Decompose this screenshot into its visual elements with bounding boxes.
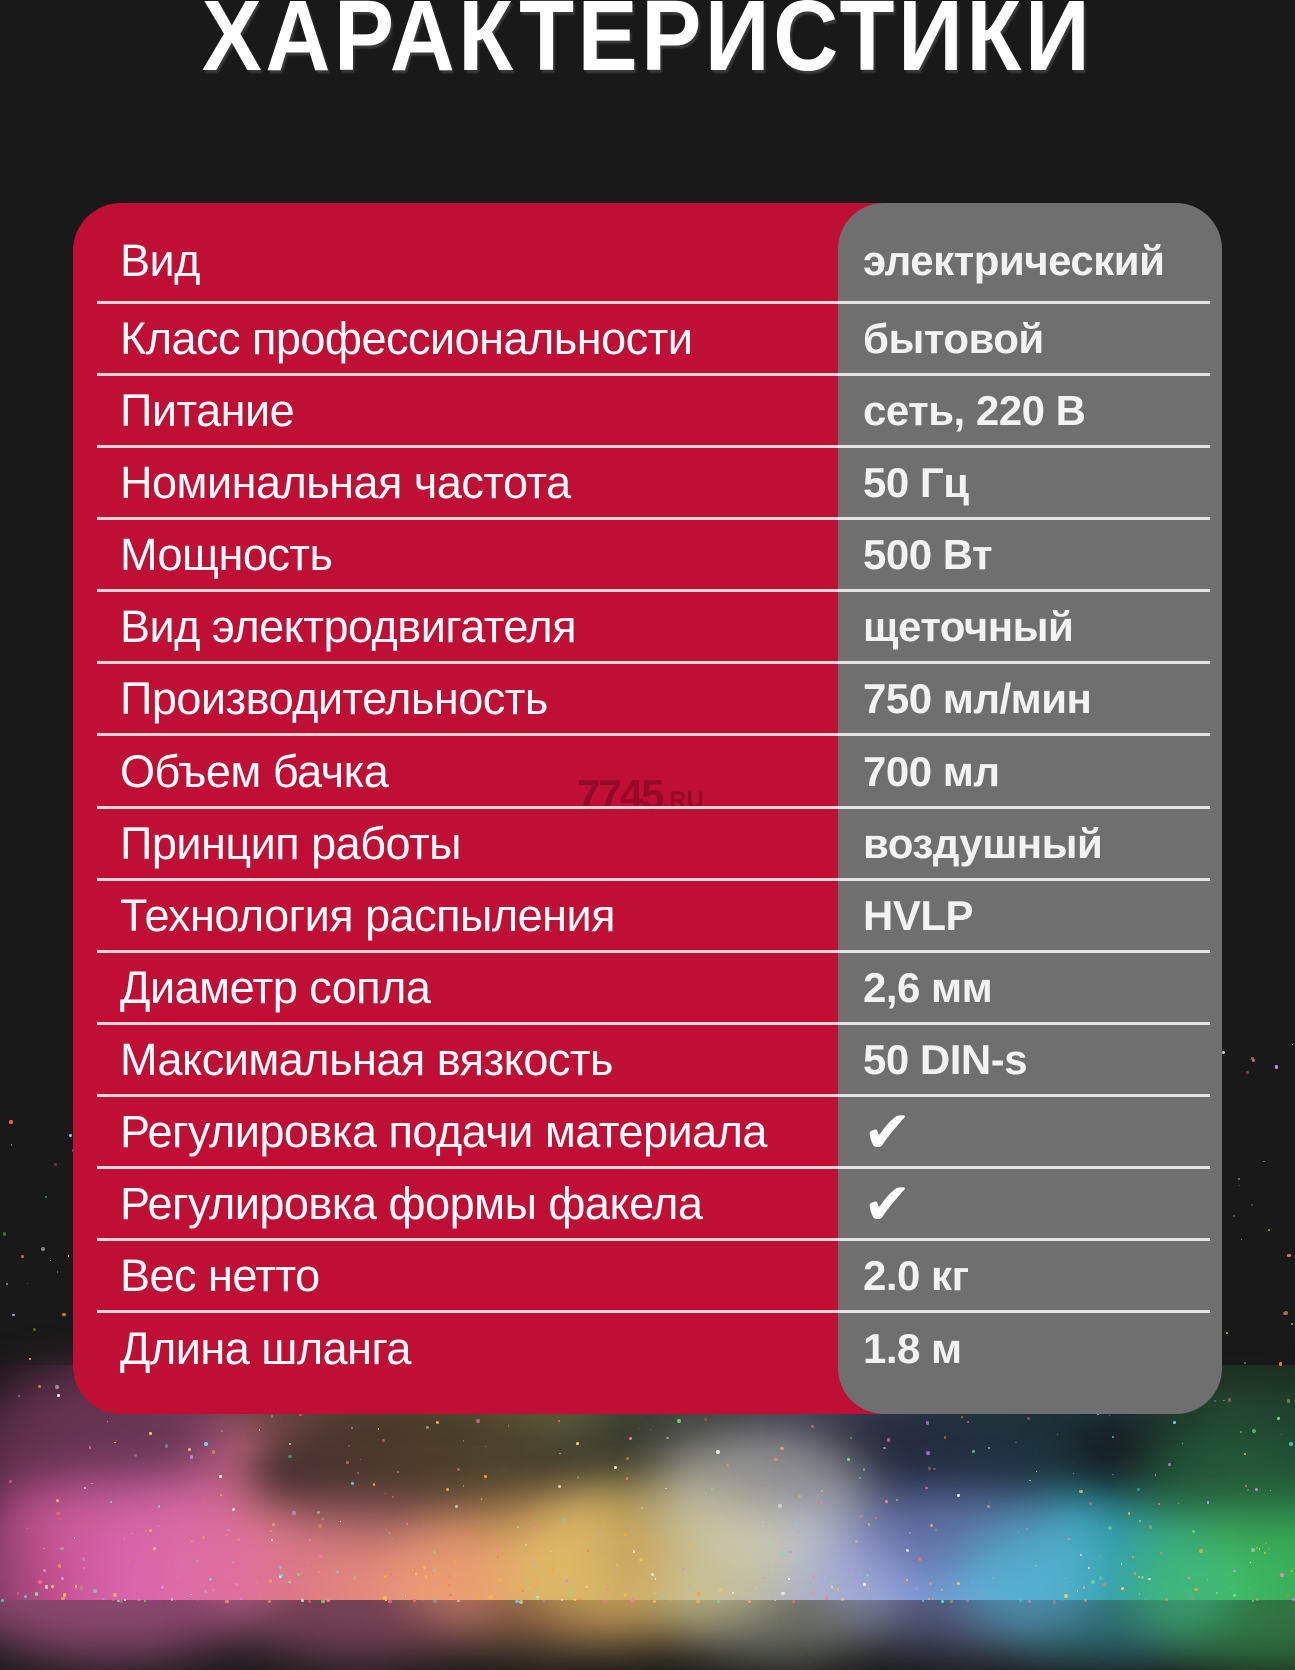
table-row: Объем бачка 700 мл bbox=[73, 735, 1222, 809]
table-row: Регулировка формы факела ✔ bbox=[73, 1168, 1222, 1242]
spec-value: электрический bbox=[863, 237, 1165, 284]
table-row: Производительность 750 мл/мин bbox=[73, 663, 1222, 737]
checkmark-icon: ✔ bbox=[863, 1169, 912, 1238]
spec-label: Мощность bbox=[120, 529, 333, 581]
table-row: Класс профессиональности бытовой bbox=[73, 303, 1222, 377]
spec-value: 2.0 кг bbox=[863, 1252, 969, 1300]
table-row: Технология распыления HVLP bbox=[73, 880, 1222, 953]
checkmark-icon: ✔ bbox=[863, 1097, 912, 1166]
spec-value: щеточный bbox=[863, 603, 1074, 651]
table-row: Принцип работы воздушный bbox=[73, 808, 1222, 881]
spec-label: Длина шланга bbox=[120, 1323, 411, 1375]
spec-label: Вид электродвигателя bbox=[120, 601, 577, 653]
table-row: Максимальная вязкость 50 DIN-s bbox=[73, 1024, 1222, 1097]
spec-label: Вид bbox=[120, 235, 200, 286]
spec-label: Диаметр сопла bbox=[120, 961, 431, 1013]
spec-value: 500 Вт bbox=[863, 531, 993, 579]
table-row: Вид электрический bbox=[73, 203, 1222, 304]
table-row: Питание сеть, 220 В bbox=[73, 375, 1222, 449]
spec-label: Питание bbox=[120, 385, 295, 437]
spec-label: Объем бачка bbox=[120, 745, 389, 797]
spec-value: 50 DIN-s bbox=[863, 1035, 1028, 1083]
spec-value: воздушный bbox=[863, 819, 1103, 867]
spec-label: Принцип работы bbox=[120, 817, 461, 869]
table-row: Мощность 500 Вт bbox=[73, 519, 1222, 593]
table-row: Номинальная частота 50 Гц bbox=[73, 447, 1222, 521]
spec-value: 1.8 м bbox=[863, 1325, 962, 1373]
spec-value: 700 мл bbox=[863, 747, 1000, 795]
spec-value: бытовой bbox=[863, 315, 1044, 363]
table-row: Вес нетто 2.0 кг bbox=[73, 1240, 1222, 1314]
table-row: Длина шланга 1.8 м bbox=[73, 1312, 1222, 1414]
table-row: Вид электродвигателя щеточный bbox=[73, 591, 1222, 665]
spec-value: сеть, 220 В bbox=[863, 387, 1086, 435]
watermark-domain: .RU bbox=[662, 787, 704, 814]
spec-label: Производительность bbox=[120, 673, 548, 725]
spec-value: 750 мл/мин bbox=[863, 675, 1092, 723]
spec-label: Номинальная частота bbox=[120, 457, 571, 509]
spec-label: Регулировка формы факела bbox=[120, 1177, 703, 1229]
page-title: ХАРАКТЕРИСТИКИ bbox=[201, 0, 1094, 92]
table-row: Диаметр сопла 2,6 мм bbox=[73, 952, 1222, 1025]
spec-value: 2,6 мм bbox=[863, 963, 993, 1011]
spec-table: Вид электрический Класс профессиональнос… bbox=[73, 203, 1222, 1414]
spec-label: Максимальная вязкость bbox=[120, 1033, 613, 1085]
spec-value: HVLP bbox=[863, 891, 974, 939]
spec-label: Вес нетто bbox=[120, 1250, 320, 1302]
table-row: Регулировка подачи материала ✔ bbox=[73, 1096, 1222, 1170]
spec-value: 50 Гц bbox=[863, 459, 969, 507]
spec-label: Технология распыления bbox=[120, 889, 616, 941]
spec-label: Класс профессиональности bbox=[120, 313, 693, 365]
spec-label: Регулировка подачи материала bbox=[120, 1105, 767, 1157]
